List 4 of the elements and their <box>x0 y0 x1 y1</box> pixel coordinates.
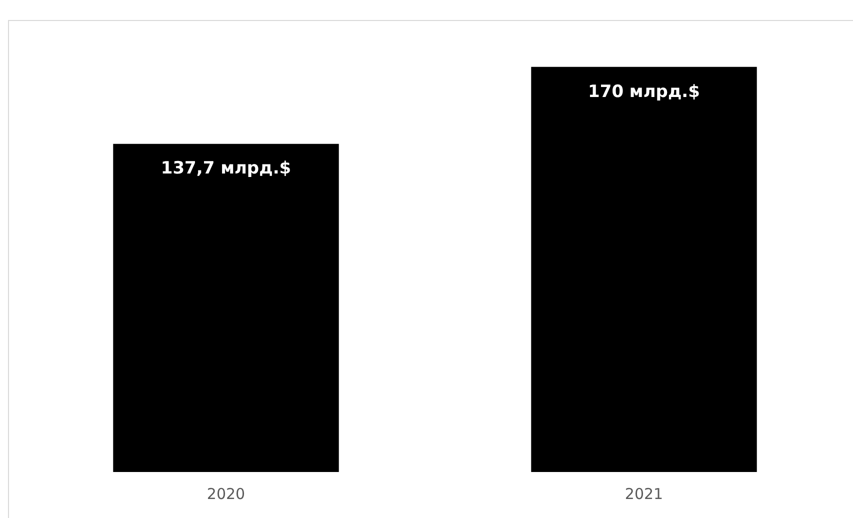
data-label: 170 млрд.$ <box>588 82 700 102</box>
data-label: 137,7 млрд.$ <box>160 158 292 179</box>
x-tick-label: 2021 <box>624 484 664 503</box>
x-tick-label: 2020 <box>206 484 246 503</box>
